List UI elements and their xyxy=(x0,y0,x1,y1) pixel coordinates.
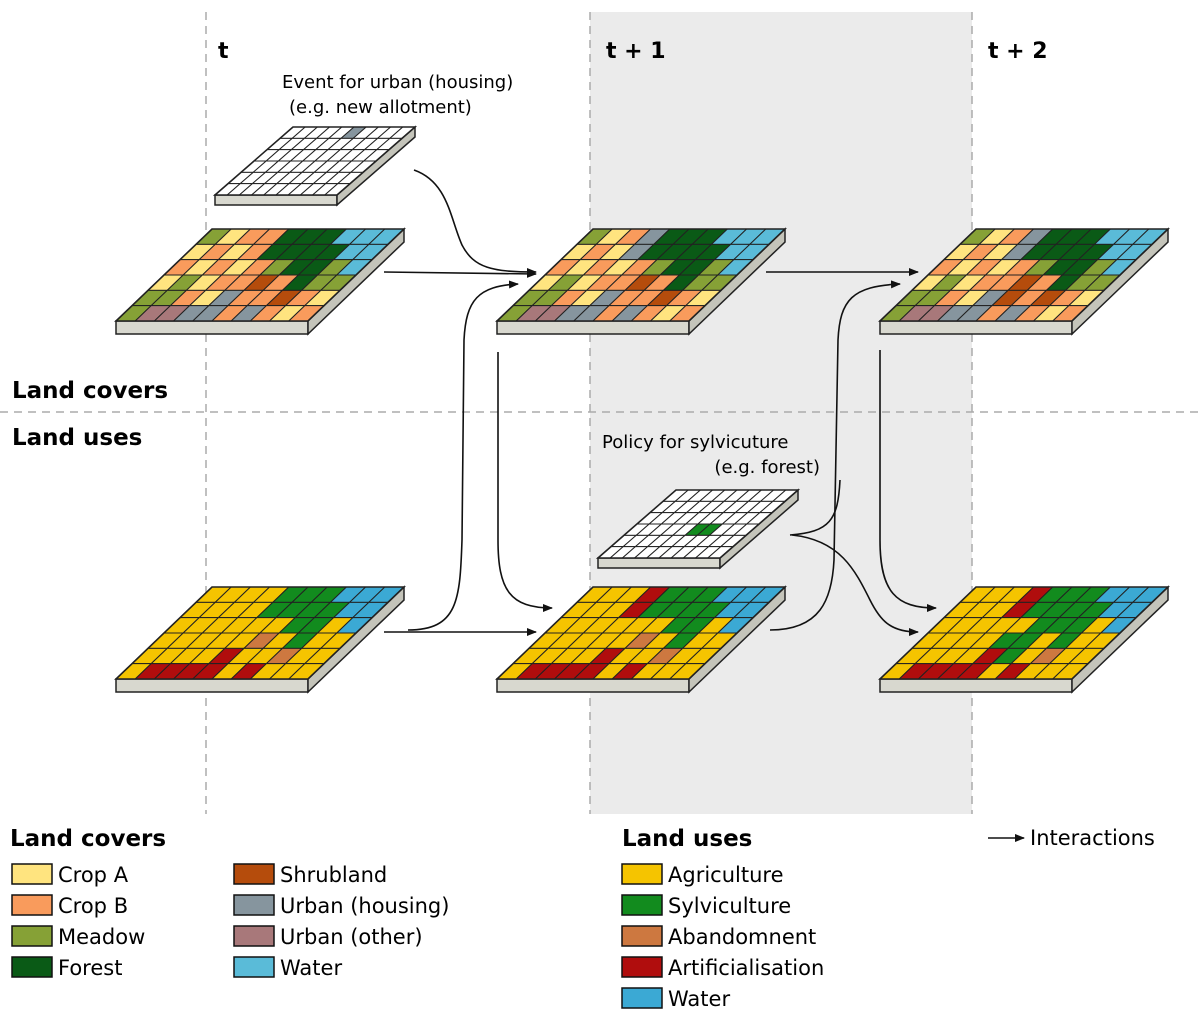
legend-use-item: Water xyxy=(621,987,730,1011)
land-use-map-t xyxy=(114,585,406,694)
legend-use-item: Agriculture xyxy=(621,863,784,887)
dashed-grid xyxy=(0,12,1203,814)
legend-label-shrubland: Shrubland xyxy=(280,863,387,887)
legend-swatch-urban-other xyxy=(233,925,275,947)
time-band-t1 xyxy=(590,12,972,814)
slab-outline xyxy=(114,586,406,680)
legend-swatch-meadow xyxy=(11,925,53,947)
slab-front-face xyxy=(496,320,690,335)
slab-outline xyxy=(595,489,801,559)
event-map xyxy=(212,125,418,207)
legend-swatch-abandonment xyxy=(621,925,663,947)
legend-cover-item: Crop B xyxy=(11,894,128,918)
map-slabs xyxy=(114,125,1170,694)
legend-interactions-label: Interactions xyxy=(1030,826,1155,850)
legend-cover-item: Forest xyxy=(11,956,122,980)
legend-label-abandonment: Abandomnent xyxy=(668,925,816,949)
row-label-uses: Land uses xyxy=(12,425,142,451)
arrow-policy-to-cover-t2 xyxy=(789,479,841,536)
legend-label-water-use: Water xyxy=(668,987,730,1011)
legend-cover-item: Water xyxy=(233,956,342,980)
arrow-use-t1-to-cover-t2 xyxy=(769,280,901,631)
land-use-map-t2 xyxy=(878,585,1170,694)
slab-front-face xyxy=(115,678,309,693)
time-label-t1: t + 1 xyxy=(606,39,666,64)
legend-label-agriculture: Agriculture xyxy=(668,863,784,887)
slab-front-face xyxy=(115,320,309,335)
legend-swatch-sylviculture xyxy=(621,894,663,916)
slab-outline xyxy=(212,126,418,196)
legend-cover-item: Urban (housing) xyxy=(233,894,449,918)
legend-swatch-shrubland xyxy=(233,863,275,885)
slab-outline xyxy=(495,228,787,322)
legend-cover-item: Crop A xyxy=(11,863,129,887)
policy-map xyxy=(595,488,801,570)
legend-cover-item: Urban (other) xyxy=(233,925,423,949)
legend-label-urban-other: Urban (other) xyxy=(280,925,423,949)
legend-swatch-water-use xyxy=(621,987,663,1009)
interaction-arrows xyxy=(383,169,937,636)
legend-use-item: Artificialisation xyxy=(621,956,824,980)
slab-front-face xyxy=(879,678,1073,693)
slab-outline xyxy=(878,586,1170,680)
legend-uses-title: Land uses xyxy=(622,826,752,852)
legend-label-artificialisation: Artificialisation xyxy=(668,956,824,980)
legend-swatch-water-cover xyxy=(233,956,275,978)
slab-outline xyxy=(878,228,1170,322)
slab-front-face xyxy=(214,194,338,206)
slab-front-face xyxy=(496,678,690,693)
arrow-event-to-cover-t1 xyxy=(413,169,537,276)
legend-swatch-forest xyxy=(11,956,53,978)
legend-label-water-cover: Water xyxy=(280,956,342,980)
legend-label-sylviculture: Sylviculture xyxy=(668,894,791,918)
slab-front-face xyxy=(879,320,1073,335)
time-label-t2: t + 2 xyxy=(988,39,1048,64)
legend-swatch-agriculture xyxy=(621,863,663,885)
legend-swatch-artificialisation xyxy=(621,956,663,978)
legend: Land covers Land uses Crop A Crop B Mead… xyxy=(10,826,1155,1011)
legend-label-crop-b: Crop B xyxy=(58,894,128,918)
legend-cover-item: Meadow xyxy=(11,925,145,949)
legend-label-meadow: Meadow xyxy=(58,925,145,949)
legend-swatch-crop-a xyxy=(11,863,53,885)
legend-cover-item: Shrubland xyxy=(233,863,387,887)
row-label-covers: Land covers xyxy=(12,378,168,404)
legend-covers-title: Land covers xyxy=(10,826,166,852)
land-use-map-t1 xyxy=(495,585,787,694)
policy-label-line1: Policy for sylvicuture xyxy=(602,432,789,453)
arrow-cover-t2-to-use-t2 xyxy=(879,350,937,612)
legend-label-urban-housing: Urban (housing) xyxy=(280,894,449,918)
legend-swatch-urban-housing xyxy=(233,894,275,916)
slab-outline xyxy=(495,586,787,680)
policy-label-line2: (e.g. forest) xyxy=(714,457,820,478)
slab-outline xyxy=(114,228,406,322)
legend-label-crop-a: Crop A xyxy=(58,863,129,887)
legend-use-item: Sylviculture xyxy=(621,894,791,918)
land-cover-map-t xyxy=(114,227,406,336)
legend-label-forest: Forest xyxy=(58,956,122,980)
arrow-policy-to-use-t2 xyxy=(791,534,919,636)
legend-use-item: Abandomnent xyxy=(621,925,816,949)
event-label-line1: Event for urban (housing) xyxy=(282,72,513,93)
slab-front-face xyxy=(597,557,721,569)
event-label-line2: (e.g. new allotment) xyxy=(289,97,472,118)
land-cover-map-t2 xyxy=(878,227,1170,336)
arrow-cover-t1-to-use-t1 xyxy=(497,352,553,612)
land-cover-map-t1 xyxy=(495,227,787,336)
time-label-t: t xyxy=(218,39,229,64)
legend-swatch-crop-b xyxy=(11,894,53,916)
arrow-cover-t-to-t1 xyxy=(383,269,537,278)
arrow-use-t-to-cover-t1 xyxy=(407,280,519,631)
